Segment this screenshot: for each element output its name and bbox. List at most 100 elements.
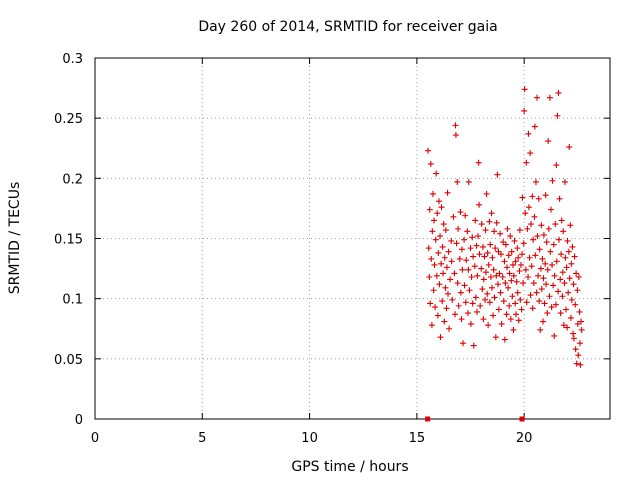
data-point <box>529 193 536 200</box>
data-point <box>492 245 499 252</box>
data-point <box>427 160 434 167</box>
data-point <box>431 261 438 268</box>
data-point <box>566 144 573 151</box>
y-tick-label: 0.25 <box>54 112 83 127</box>
data-point <box>531 123 538 130</box>
data-point <box>547 206 554 213</box>
data-point <box>470 253 477 260</box>
data-point <box>467 320 474 327</box>
data-point <box>461 282 468 289</box>
data-point <box>573 270 580 277</box>
data-point <box>433 272 440 279</box>
data-point <box>494 281 501 288</box>
data-point <box>572 301 579 308</box>
data-point <box>508 248 515 255</box>
data-point <box>510 261 517 268</box>
data-point <box>482 227 489 234</box>
data-point <box>476 251 483 258</box>
data-point <box>559 293 566 300</box>
data-point <box>514 245 521 252</box>
data-point <box>446 325 453 332</box>
data-point <box>477 302 484 309</box>
data-point <box>528 221 535 228</box>
data-point <box>520 240 527 247</box>
data-point <box>559 269 566 276</box>
data-point <box>540 231 547 238</box>
data-point <box>469 300 476 307</box>
data-point <box>567 314 574 321</box>
data-point <box>517 261 524 268</box>
y-tick-labels: 0 0.05 0.1 0.15 0.2 0.25 0.3 <box>54 52 83 428</box>
data-point <box>436 281 443 288</box>
data-point <box>570 335 577 342</box>
data-point <box>512 258 519 265</box>
data-point <box>494 171 501 178</box>
data-point <box>530 280 537 287</box>
data-point <box>502 241 509 248</box>
data-point <box>490 312 497 319</box>
data-point <box>519 251 526 258</box>
data-point <box>529 305 536 312</box>
data-point <box>563 306 570 313</box>
data-point <box>576 340 583 347</box>
data-point <box>497 251 504 258</box>
data-point <box>448 237 455 244</box>
data-point <box>437 334 444 341</box>
data-point <box>570 281 577 288</box>
data-point <box>563 264 570 271</box>
data-point <box>513 311 520 318</box>
data-point <box>543 281 550 288</box>
data-point <box>522 266 529 273</box>
data-point <box>449 296 456 303</box>
data-point <box>534 94 541 101</box>
y-axis-label: SRMTID / TECUs <box>7 182 23 295</box>
data-point <box>441 318 448 325</box>
data-point <box>552 301 559 308</box>
data-point <box>452 132 459 139</box>
data-point <box>486 299 493 306</box>
data-point <box>515 317 522 324</box>
data-point <box>444 290 451 297</box>
data-point <box>475 159 482 166</box>
chart-title: Day 260 of 2014, SRMTID for receiver gai… <box>198 19 497 35</box>
data-point <box>463 257 470 264</box>
data-point <box>457 209 464 216</box>
data-point <box>557 310 564 317</box>
data-point <box>508 277 515 284</box>
data-point <box>568 296 575 303</box>
data-point <box>468 274 475 281</box>
data-point <box>475 233 482 240</box>
y-tick-label: 0.3 <box>62 52 83 67</box>
data-point <box>545 225 552 232</box>
data-point <box>454 280 461 287</box>
data-point <box>505 252 512 259</box>
data-point <box>523 299 530 306</box>
data-point <box>496 270 503 277</box>
data-point <box>507 316 514 323</box>
data-point <box>564 237 571 244</box>
data-point <box>484 249 491 256</box>
data-point <box>560 228 567 235</box>
data-points <box>425 86 585 368</box>
data-point <box>518 306 525 313</box>
data-point <box>427 300 434 307</box>
data-point <box>574 320 581 327</box>
data-point <box>456 255 463 262</box>
data-point <box>482 269 489 276</box>
data-point <box>488 210 495 217</box>
data-point <box>507 233 514 240</box>
data-point <box>458 316 465 323</box>
data-point <box>434 210 441 217</box>
data-point <box>439 243 446 250</box>
data-point <box>452 122 459 129</box>
data-point <box>501 258 508 265</box>
data-point <box>565 289 572 296</box>
data-point <box>556 195 563 202</box>
data-point <box>527 292 534 299</box>
data-point <box>551 272 558 279</box>
data-point <box>428 255 435 262</box>
data-point <box>555 89 562 96</box>
data-point <box>445 248 452 255</box>
data-point <box>506 270 513 277</box>
data-point <box>426 274 433 281</box>
